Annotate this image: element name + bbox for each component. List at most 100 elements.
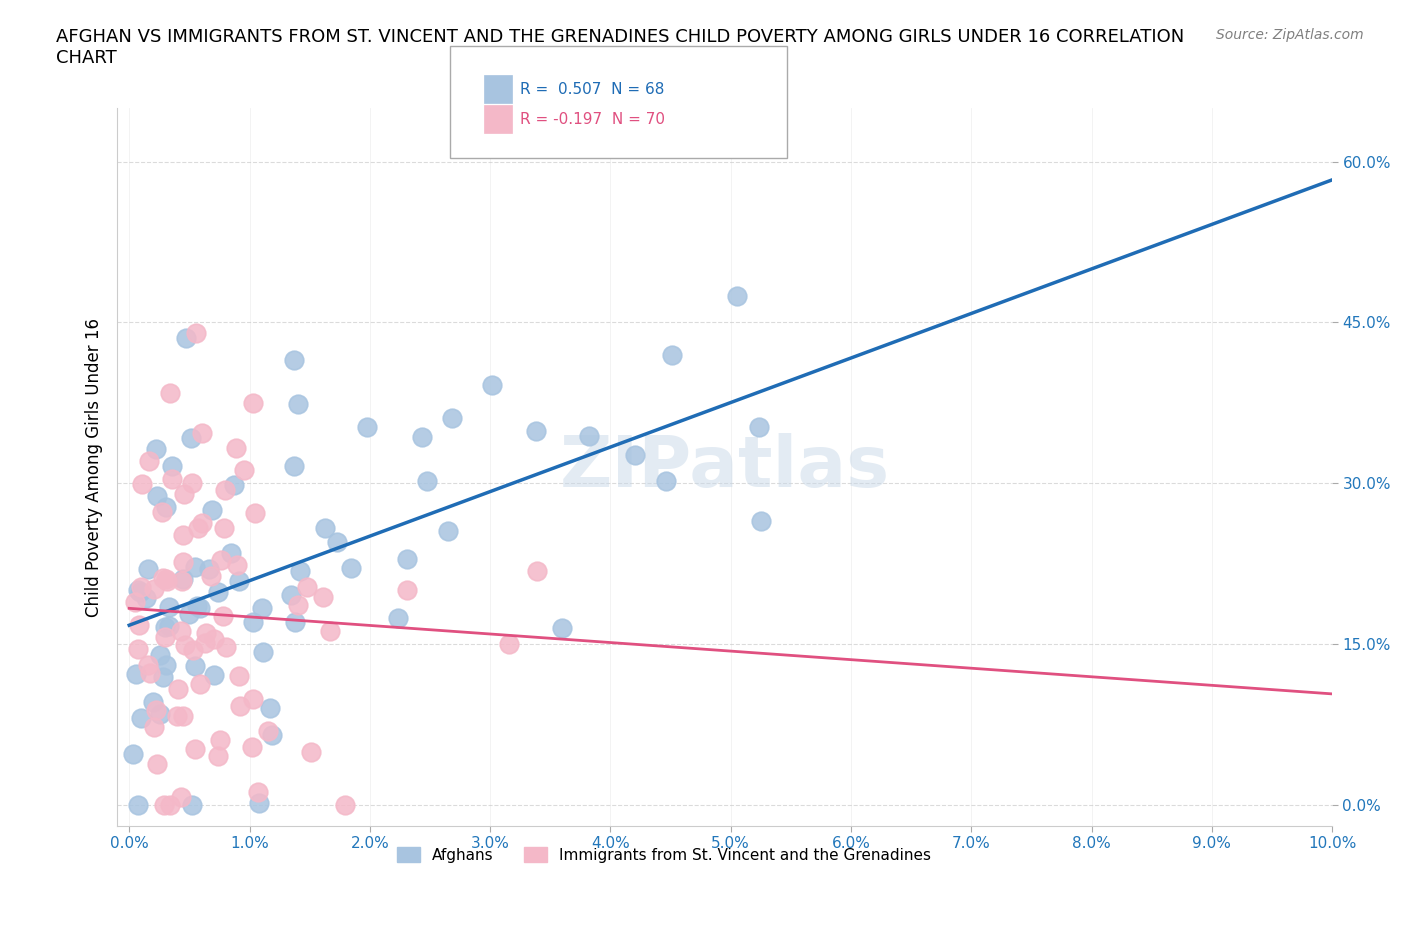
Afghans <box>198 561 221 576</box>
Afghans <box>395 551 418 566</box>
Afghans <box>356 419 378 434</box>
Text: R =  0.507  N = 68: R = 0.507 N = 68 <box>520 82 665 97</box>
Afghans <box>180 797 202 812</box>
Immigrants from St. Vincent and the Grenadines <box>299 745 322 760</box>
Afghans <box>176 330 198 345</box>
Immigrants from St. Vincent and the Grenadines <box>214 483 236 498</box>
Afghans <box>250 600 273 615</box>
Immigrants from St. Vincent and the Grenadines <box>240 740 263 755</box>
Legend: Afghans, Immigrants from St. Vincent and the Grenadines: Afghans, Immigrants from St. Vincent and… <box>391 841 938 869</box>
Immigrants from St. Vincent and the Grenadines <box>188 677 211 692</box>
Immigrants from St. Vincent and the Grenadines <box>498 637 520 652</box>
Afghans <box>186 599 208 614</box>
Afghans <box>188 601 211 616</box>
Afghans <box>624 447 647 462</box>
Immigrants from St. Vincent and the Grenadines <box>186 326 208 340</box>
Immigrants from St. Vincent and the Grenadines <box>173 486 195 501</box>
Immigrants from St. Vincent and the Grenadines <box>139 665 162 680</box>
Afghans <box>416 473 439 488</box>
Immigrants from St. Vincent and the Grenadines <box>212 609 235 624</box>
Afghans <box>340 560 363 575</box>
Immigrants from St. Vincent and the Grenadines <box>191 515 214 530</box>
Afghans <box>127 797 149 812</box>
Immigrants from St. Vincent and the Grenadines <box>162 472 184 486</box>
Immigrants from St. Vincent and the Grenadines <box>138 454 160 469</box>
Afghans <box>725 289 748 304</box>
Afghans <box>748 420 770 435</box>
Immigrants from St. Vincent and the Grenadines <box>172 555 194 570</box>
Afghans <box>280 587 302 602</box>
Afghans <box>411 429 433 444</box>
Afghans <box>436 524 458 538</box>
Immigrants from St. Vincent and the Grenadines <box>155 630 177 644</box>
Immigrants from St. Vincent and the Grenadines <box>128 618 150 632</box>
Afghans <box>283 458 305 473</box>
Immigrants from St. Vincent and the Grenadines <box>202 632 225 647</box>
Afghans <box>283 352 305 367</box>
Afghans <box>155 658 177 672</box>
Immigrants from St. Vincent and the Grenadines <box>191 426 214 441</box>
Afghans <box>172 572 194 587</box>
Immigrants from St. Vincent and the Grenadines <box>167 682 190 697</box>
Afghans <box>184 658 207 673</box>
Immigrants from St. Vincent and the Grenadines <box>257 724 280 738</box>
Afghans <box>219 546 242 561</box>
Immigrants from St. Vincent and the Grenadines <box>146 756 169 771</box>
Immigrants from St. Vincent and the Grenadines <box>215 640 238 655</box>
Immigrants from St. Vincent and the Grenadines <box>312 590 335 604</box>
Immigrants from St. Vincent and the Grenadines <box>233 463 256 478</box>
Afghans <box>387 610 409 625</box>
FancyBboxPatch shape <box>450 46 787 158</box>
Immigrants from St. Vincent and the Grenadines <box>150 504 173 519</box>
Immigrants from St. Vincent and the Grenadines <box>195 626 218 641</box>
Afghans <box>287 396 309 411</box>
Afghans <box>152 670 174 684</box>
Afghans <box>326 534 349 549</box>
Afghans <box>655 473 678 488</box>
Immigrants from St. Vincent and the Grenadines <box>225 441 247 456</box>
Immigrants from St. Vincent and the Grenadines <box>242 395 264 410</box>
Immigrants from St. Vincent and the Grenadines <box>226 558 249 573</box>
Afghans <box>551 620 574 635</box>
Immigrants from St. Vincent and the Grenadines <box>242 692 264 707</box>
Afghans <box>284 615 307 630</box>
Immigrants from St. Vincent and the Grenadines <box>287 598 309 613</box>
Immigrants from St. Vincent and the Grenadines <box>159 797 181 812</box>
Immigrants from St. Vincent and the Grenadines <box>181 643 204 658</box>
Immigrants from St. Vincent and the Grenadines <box>143 582 166 597</box>
Immigrants from St. Vincent and the Grenadines <box>181 475 204 490</box>
Immigrants from St. Vincent and the Grenadines <box>526 564 548 578</box>
Afghans <box>661 348 683 363</box>
Immigrants from St. Vincent and the Grenadines <box>209 552 232 567</box>
Afghans <box>751 513 773 528</box>
Immigrants from St. Vincent and the Grenadines <box>145 703 167 718</box>
Afghans <box>155 619 177 634</box>
Immigrants from St. Vincent and the Grenadines <box>143 720 166 735</box>
Text: R = -0.197  N = 70: R = -0.197 N = 70 <box>520 112 665 126</box>
Afghans <box>440 411 463 426</box>
Immigrants from St. Vincent and the Grenadines <box>194 636 217 651</box>
Immigrants from St. Vincent and the Grenadines <box>173 638 195 653</box>
Afghans <box>242 614 264 629</box>
Immigrants from St. Vincent and the Grenadines <box>200 569 222 584</box>
Afghans <box>162 458 184 473</box>
Immigrants from St. Vincent and the Grenadines <box>207 749 229 764</box>
Immigrants from St. Vincent and the Grenadines <box>153 797 176 812</box>
Afghans <box>177 606 200 621</box>
Y-axis label: Child Poverty Among Girls Under 16: Child Poverty Among Girls Under 16 <box>86 317 103 617</box>
Afghans <box>149 648 172 663</box>
Afghans <box>222 478 245 493</box>
Text: AFGHAN VS IMMIGRANTS FROM ST. VINCENT AND THE GRENADINES CHILD POVERTY AMONG GIR: AFGHAN VS IMMIGRANTS FROM ST. VINCENT AN… <box>56 28 1184 67</box>
Immigrants from St. Vincent and the Grenadines <box>129 579 152 594</box>
Afghans <box>149 707 172 722</box>
Immigrants from St. Vincent and the Grenadines <box>159 385 181 400</box>
Afghans <box>145 442 167 457</box>
Immigrants from St. Vincent and the Grenadines <box>229 698 252 713</box>
Text: ZIPatlas: ZIPatlas <box>560 432 890 501</box>
Afghans <box>145 488 167 503</box>
Immigrants from St. Vincent and the Grenadines <box>156 573 179 588</box>
Text: Source: ZipAtlas.com: Source: ZipAtlas.com <box>1216 28 1364 42</box>
Immigrants from St. Vincent and the Grenadines <box>166 709 188 724</box>
Afghans <box>157 600 180 615</box>
Afghans <box>129 584 152 599</box>
